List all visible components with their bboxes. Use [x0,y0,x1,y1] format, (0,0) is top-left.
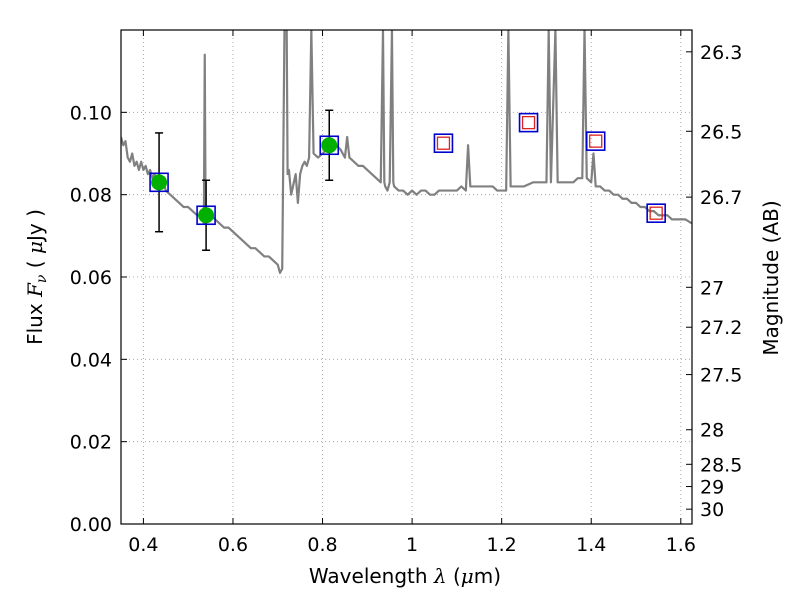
y-tick-label: 0.00 [70,514,112,536]
observed-point [151,174,168,191]
observed-point [198,207,215,224]
tick-labels: 0.4 0.6 0.8 1 1.2 1.4 1.6 0.00 0.02 0.04 0.06 0.08 0… [70,42,743,556]
y2-tick-label: 29 [700,477,724,499]
upper-limit-point [521,115,536,130]
x-tick-label: 0.4 [128,534,158,556]
model-point [518,112,539,133]
x-tick-label: 1 [406,534,418,556]
x-tick-label: 1.6 [666,534,696,556]
model-point [433,133,454,154]
x-axis-label: Wavelength λ (μm) [309,564,501,588]
y2-tick-label: 26.7 [700,187,742,209]
spectrum-line [121,30,692,274]
x-tick-label: 1.4 [576,534,606,556]
model-point [319,135,340,156]
model-point [149,172,169,193]
y2-tick-label: 27 [700,277,724,299]
y2-tick-label: 30 [700,499,724,521]
y2-tick-label: 26.5 [700,121,742,143]
observed-point [321,137,338,154]
y2-tick-label: 28.5 [700,454,742,476]
y2-tick-label: 27.5 [700,365,742,387]
upper-limit-point [649,206,663,220]
ticks [121,30,692,525]
x-tick-label: 0.6 [218,534,248,556]
y2-tick-label: 26.3 [700,42,742,64]
model-point [585,131,606,151]
x-tick-label: 0.8 [307,534,337,556]
model-point [196,205,216,226]
y2-axis-label: Magnitude (AB) [759,200,783,355]
upper-limit-point [436,136,451,150]
plot-frame [120,29,693,525]
y2-tick-label: 27.2 [700,317,742,339]
y2-tick-label: 28 [700,420,724,442]
plot-area [121,30,692,274]
grid [121,30,692,525]
y-tick-label: 0.06 [70,267,112,289]
model-point [646,203,666,223]
y-tick-label: 0.04 [70,349,112,371]
y-tick-label: 0.10 [70,102,112,124]
y-tick-label: 0.02 [70,432,112,454]
y-tick-label: 0.08 [70,185,112,207]
x-tick-label: 1.2 [487,534,517,556]
upper-limit-point [589,134,603,148]
y-axis-label: Flux Fν ( μJy ) [23,209,50,345]
